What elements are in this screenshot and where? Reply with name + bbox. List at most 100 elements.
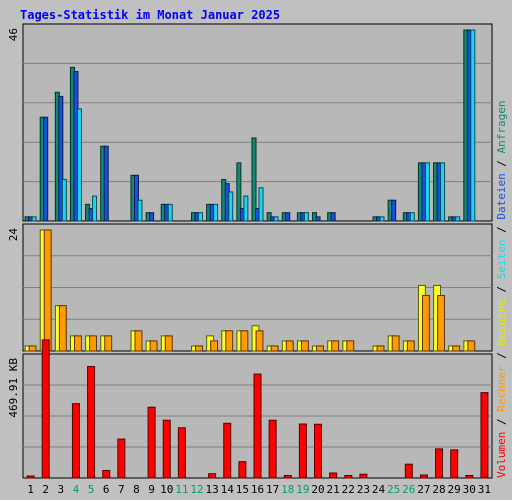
bar-volumen-day-6 bbox=[102, 469, 111, 479]
bar-rechner-day-6 bbox=[104, 335, 113, 352]
legend-item-besuche: Besuche bbox=[495, 299, 508, 345]
bar-volumen-day-27 bbox=[419, 474, 428, 479]
bar-rechner-day-18 bbox=[285, 340, 294, 352]
x-tick-label: 21 bbox=[327, 483, 340, 496]
bar-rechner-day-14 bbox=[225, 330, 234, 352]
x-tick-label: 19 bbox=[296, 483, 309, 496]
bar-volumen-day-13 bbox=[208, 473, 217, 479]
x-tick-label: 12 bbox=[190, 483, 203, 496]
bar-seiten-day-28 bbox=[440, 162, 446, 222]
x-tick-label: 9 bbox=[148, 483, 155, 496]
bar-seiten-day-27 bbox=[424, 162, 430, 222]
bar-rechner-day-30 bbox=[467, 340, 476, 352]
bar-dateien-day-21 bbox=[330, 212, 336, 222]
bar-rechner-day-28 bbox=[437, 295, 445, 352]
chart-panels: 46 24 469.91 KB bbox=[7, 23, 493, 479]
bar-rechner-day-20 bbox=[316, 345, 324, 352]
bar-volumen-day-2 bbox=[41, 339, 50, 479]
bar-rechner-day-24 bbox=[376, 345, 385, 352]
x-tick-label: 6 bbox=[103, 483, 110, 496]
x-tick-label: 14 bbox=[221, 483, 235, 496]
bar-volumen-day-15 bbox=[238, 461, 247, 479]
bar-rechner-day-22 bbox=[346, 340, 355, 352]
x-tick-label: 25 bbox=[387, 483, 400, 496]
bar-rechner-day-17 bbox=[270, 345, 279, 352]
bar-seiten-day-19 bbox=[303, 212, 309, 222]
bar-rechner-day-16 bbox=[255, 330, 264, 352]
legend-text: Volumen / Rechner / Besuche / Seiten / D… bbox=[495, 100, 508, 478]
legend-item-anfragen: Anfragen bbox=[495, 100, 508, 153]
panel-volume: 469.91 KB bbox=[7, 339, 493, 479]
bar-rechner-day-2 bbox=[43, 229, 52, 352]
x-tick-label: 31 bbox=[478, 483, 491, 496]
bar-volumen-day-29 bbox=[450, 449, 459, 479]
x-tick-label: 5 bbox=[88, 483, 95, 496]
x-tick-label: 22 bbox=[342, 483, 355, 496]
x-tick-label: 10 bbox=[160, 483, 173, 496]
x-tick-label: 8 bbox=[133, 483, 140, 496]
x-axis-labels: 1 2 3 4 5 6 7 8 9 10 11 12 13 14 15 16 17 18 19 20 21 22 23 24 2… bbox=[27, 483, 491, 496]
bar-rechner-day-27 bbox=[421, 295, 430, 352]
bar-rechner-day-21 bbox=[331, 340, 340, 352]
bar-dateien-day-3 bbox=[58, 95, 64, 222]
bar-rechner-day-4 bbox=[74, 335, 82, 352]
bar-anfragen-day-16 bbox=[251, 137, 257, 222]
x-tick-label: 16 bbox=[251, 483, 264, 496]
bar-volumen-day-18 bbox=[283, 474, 292, 479]
panel-requests: 46 bbox=[7, 23, 493, 222]
bar-rechner-day-9 bbox=[149, 340, 158, 352]
bar-seiten-day-10 bbox=[167, 203, 173, 222]
bar-dateien-day-6 bbox=[103, 145, 109, 222]
legend-item-seiten: Seiten bbox=[495, 240, 508, 280]
bar-volumen-day-17 bbox=[268, 419, 277, 479]
bar-dateien-day-20 bbox=[315, 216, 321, 222]
bar-volumen-day-5 bbox=[87, 366, 96, 479]
bar-rechner-day-29 bbox=[452, 345, 461, 352]
bar-seiten-day-8 bbox=[137, 199, 143, 222]
bar-anfragen-day-15 bbox=[236, 162, 242, 222]
bar-volumen-day-1 bbox=[26, 475, 35, 479]
y-max-label: 469.91 KB bbox=[7, 358, 20, 418]
bar-dateien-day-18 bbox=[285, 212, 291, 222]
bar-volumen-day-21 bbox=[329, 472, 338, 479]
bar-rechner-day-15 bbox=[240, 330, 249, 352]
bar-volumen-day-31 bbox=[480, 392, 489, 479]
legend-item-dateien: Dateien bbox=[495, 173, 508, 219]
bar-volumen-day-7 bbox=[117, 438, 126, 479]
bar-seiten-day-17 bbox=[273, 216, 279, 222]
x-tick-label: 26 bbox=[402, 483, 415, 496]
x-tick-label: 29 bbox=[448, 483, 461, 496]
legend-separator: / bbox=[495, 153, 508, 173]
legend-item-volumen: Volumen bbox=[495, 432, 508, 478]
bar-volumen-day-19 bbox=[298, 423, 307, 479]
bar-seiten-day-1 bbox=[31, 216, 37, 222]
bar-rechner-day-8 bbox=[134, 330, 143, 352]
bar-volumen-day-16 bbox=[253, 373, 262, 479]
bar-dateien-day-2 bbox=[43, 116, 49, 222]
bar-seiten-day-5 bbox=[92, 195, 98, 222]
bar-rechner-day-12 bbox=[195, 345, 203, 352]
bar-seiten-day-16 bbox=[258, 187, 264, 222]
bar-rechner-day-3 bbox=[58, 305, 67, 352]
right-legend: Volumen / Rechner / Besuche / Seiten / D… bbox=[495, 100, 508, 478]
x-tick-label: 2 bbox=[42, 483, 49, 496]
bar-volumen-day-20 bbox=[314, 423, 323, 479]
bar-seiten-day-24 bbox=[379, 216, 385, 222]
bar-volumen-day-22 bbox=[344, 474, 353, 479]
bar-dateien-day-25 bbox=[391, 199, 397, 222]
x-tick-label: 30 bbox=[463, 483, 476, 496]
bar-volumen-day-10 bbox=[162, 419, 171, 479]
y-max-label: 46 bbox=[7, 28, 20, 41]
x-tick-label: 13 bbox=[205, 483, 218, 496]
bar-rechner-day-13 bbox=[210, 340, 219, 352]
bar-volumen-day-23 bbox=[359, 473, 368, 479]
x-tick-label: 18 bbox=[281, 483, 294, 496]
bar-rechner-day-25 bbox=[391, 335, 400, 352]
bar-rechner-day-10 bbox=[164, 335, 173, 352]
bar-rechner-day-1 bbox=[28, 345, 37, 352]
legend-separator: / bbox=[495, 412, 508, 432]
x-tick-label: 24 bbox=[372, 483, 386, 496]
x-tick-label: 15 bbox=[236, 483, 249, 496]
